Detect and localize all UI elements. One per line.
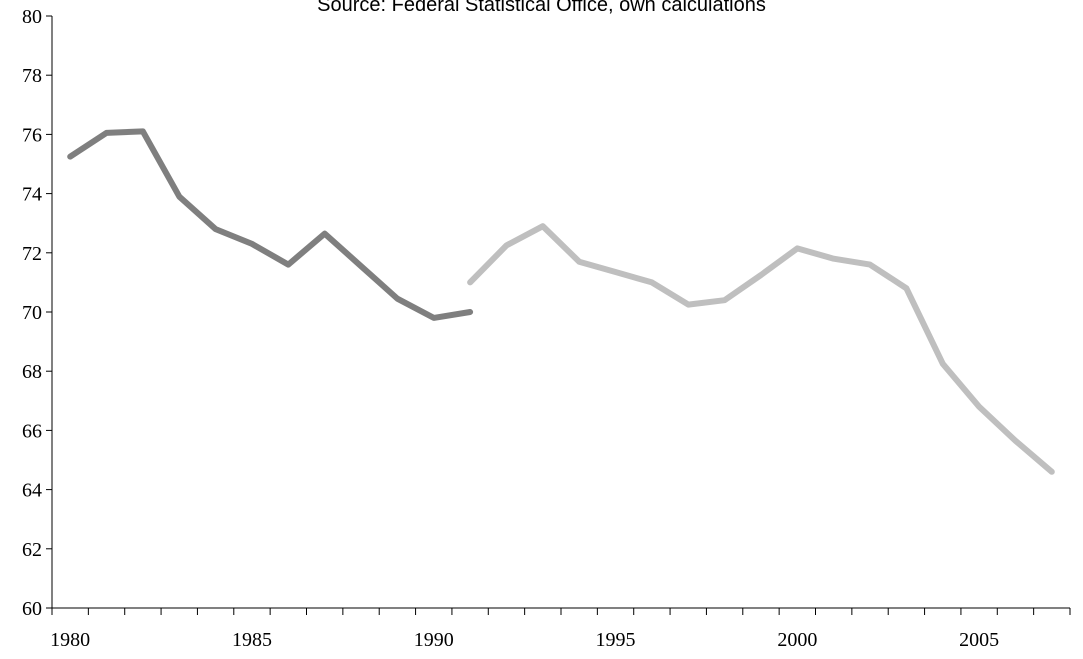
x-tick-label: 2000 (777, 629, 817, 651)
y-tick-label: 80 (22, 6, 42, 28)
x-tick-label: 1980 (50, 629, 90, 651)
y-tick-label: 64 (22, 480, 42, 502)
y-tick-label: 70 (22, 302, 42, 324)
y-tick-label: 62 (22, 539, 42, 561)
y-tick-label: 76 (22, 124, 42, 146)
y-tick-label: 68 (22, 361, 42, 383)
y-tick-label: 66 (22, 420, 42, 442)
x-tick-label: 1995 (596, 629, 636, 651)
x-tick-label: 1985 (232, 629, 272, 651)
y-tick-label: 60 (22, 598, 42, 620)
chart-source-note: Source: Federal Statistical Office, own … (317, 0, 766, 16)
x-tick-label: 2005 (959, 629, 999, 651)
y-tick-label: 72 (22, 243, 42, 265)
y-tick-label: 74 (22, 184, 42, 206)
series-line-1 (67, 128, 474, 321)
series-line-2 (467, 223, 1055, 475)
y-tick-label: 78 (22, 65, 42, 87)
x-tick-label: 1990 (414, 629, 454, 651)
